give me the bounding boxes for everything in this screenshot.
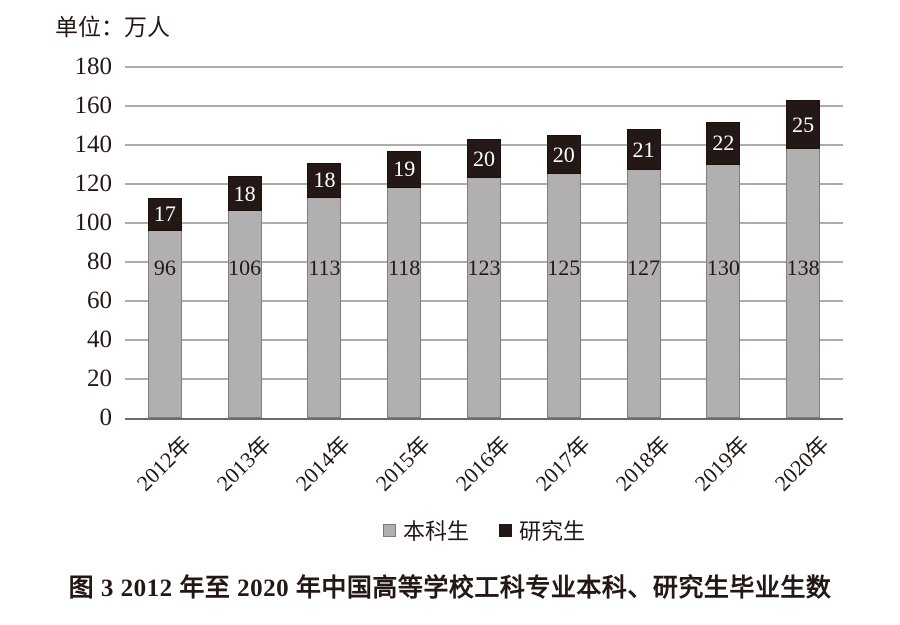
grad-segment: 20 bbox=[467, 139, 501, 179]
undergrad-value-label: 127 bbox=[627, 255, 661, 280]
x-tick-label: 2012年 bbox=[131, 431, 196, 496]
x-tick-label: 2020年 bbox=[769, 431, 835, 496]
undergrad-segment bbox=[307, 197, 342, 418]
y-tick-label: 160 bbox=[74, 92, 113, 119]
y-tick-label: 0 bbox=[99, 404, 113, 431]
undergrad-segment bbox=[626, 170, 661, 418]
y-tick-label: 20 bbox=[87, 365, 112, 392]
x-tick-label: 2013年 bbox=[211, 431, 276, 496]
figure-caption: 图 3 2012 年至 2020 年中国高等学校工科专业本科、研究生毕业生数 bbox=[68, 575, 832, 602]
grad-segment: 21 bbox=[626, 129, 661, 171]
gridline-180 bbox=[125, 66, 843, 68]
undergrad-value-label: 106 bbox=[228, 255, 262, 280]
undergrad-segment bbox=[786, 148, 821, 418]
undergrad-value-label: 138 bbox=[786, 255, 820, 280]
undergrad-value-label: 96 bbox=[153, 255, 176, 280]
y-tick-label: 140 bbox=[74, 131, 113, 158]
legend-swatch bbox=[382, 523, 396, 537]
grad-segment: 25 bbox=[786, 100, 821, 149]
grad-segment: 17 bbox=[147, 197, 182, 231]
plot-area: 17 96 18 106 18 113 19 118 20 123 20 125 21 127 22 130 2… bbox=[125, 66, 843, 420]
legend-item-研究生: 研究生 bbox=[499, 514, 585, 546]
undergrad-segment bbox=[706, 164, 741, 418]
bar-2017年: 20 125 bbox=[546, 135, 581, 418]
unit-label: 单位：万人 bbox=[55, 15, 170, 40]
bar-2019年: 22 130 bbox=[706, 121, 741, 418]
undergrad-segment bbox=[467, 178, 501, 418]
undergrad-value-label: 123 bbox=[467, 255, 501, 280]
y-tick-label: 80 bbox=[87, 248, 112, 275]
grad-segment: 20 bbox=[546, 135, 581, 175]
grad-segment: 18 bbox=[307, 162, 342, 198]
bar-2016年: 20 123 bbox=[467, 139, 501, 418]
legend-item-本科生: 本科生 bbox=[382, 514, 469, 546]
undergrad-segment bbox=[227, 211, 262, 418]
y-tick-label: 40 bbox=[87, 326, 112, 353]
bar-2012年: 17 96 bbox=[147, 197, 182, 418]
undergrad-segment bbox=[147, 230, 182, 418]
bar-2015年: 19 118 bbox=[387, 150, 422, 418]
x-tick-label: 2017年 bbox=[530, 431, 595, 496]
undergrad-value-label: 118 bbox=[388, 255, 421, 280]
legend-label: 研究生 bbox=[519, 519, 586, 544]
undergrad-segment bbox=[546, 174, 581, 418]
bar-2014年: 18 113 bbox=[307, 162, 342, 418]
undergrad-value-label: 130 bbox=[706, 255, 740, 280]
grad-segment: 22 bbox=[706, 121, 741, 165]
undergrad-value-label: 125 bbox=[547, 255, 581, 280]
legend-swatch bbox=[499, 523, 512, 537]
grad-segment: 18 bbox=[227, 176, 262, 212]
undergrad-segment bbox=[387, 187, 422, 418]
y-tick-label: 180 bbox=[74, 53, 113, 80]
x-tick-label: 2016年 bbox=[450, 431, 515, 496]
grad-segment: 19 bbox=[387, 150, 422, 188]
y-tick-label: 100 bbox=[74, 209, 113, 236]
legend-label: 本科生 bbox=[402, 519, 469, 544]
bar-2020年: 25 138 bbox=[786, 100, 821, 418]
legend: 本科生 研究生 bbox=[125, 514, 843, 546]
x-tick-label: 2019年 bbox=[689, 431, 755, 496]
x-tick-label: 2014年 bbox=[291, 431, 356, 496]
y-tick-label: 60 bbox=[87, 287, 112, 314]
x-axis-line bbox=[125, 418, 843, 420]
bar-2018年: 21 127 bbox=[626, 129, 661, 418]
undergrad-value-label: 113 bbox=[308, 255, 341, 280]
x-tick-label: 2015年 bbox=[370, 431, 436, 496]
bar-2013年: 18 106 bbox=[227, 176, 262, 418]
x-tick-label: 2018年 bbox=[610, 431, 675, 496]
y-tick-label: 120 bbox=[74, 170, 113, 197]
gridline-160 bbox=[125, 105, 843, 107]
